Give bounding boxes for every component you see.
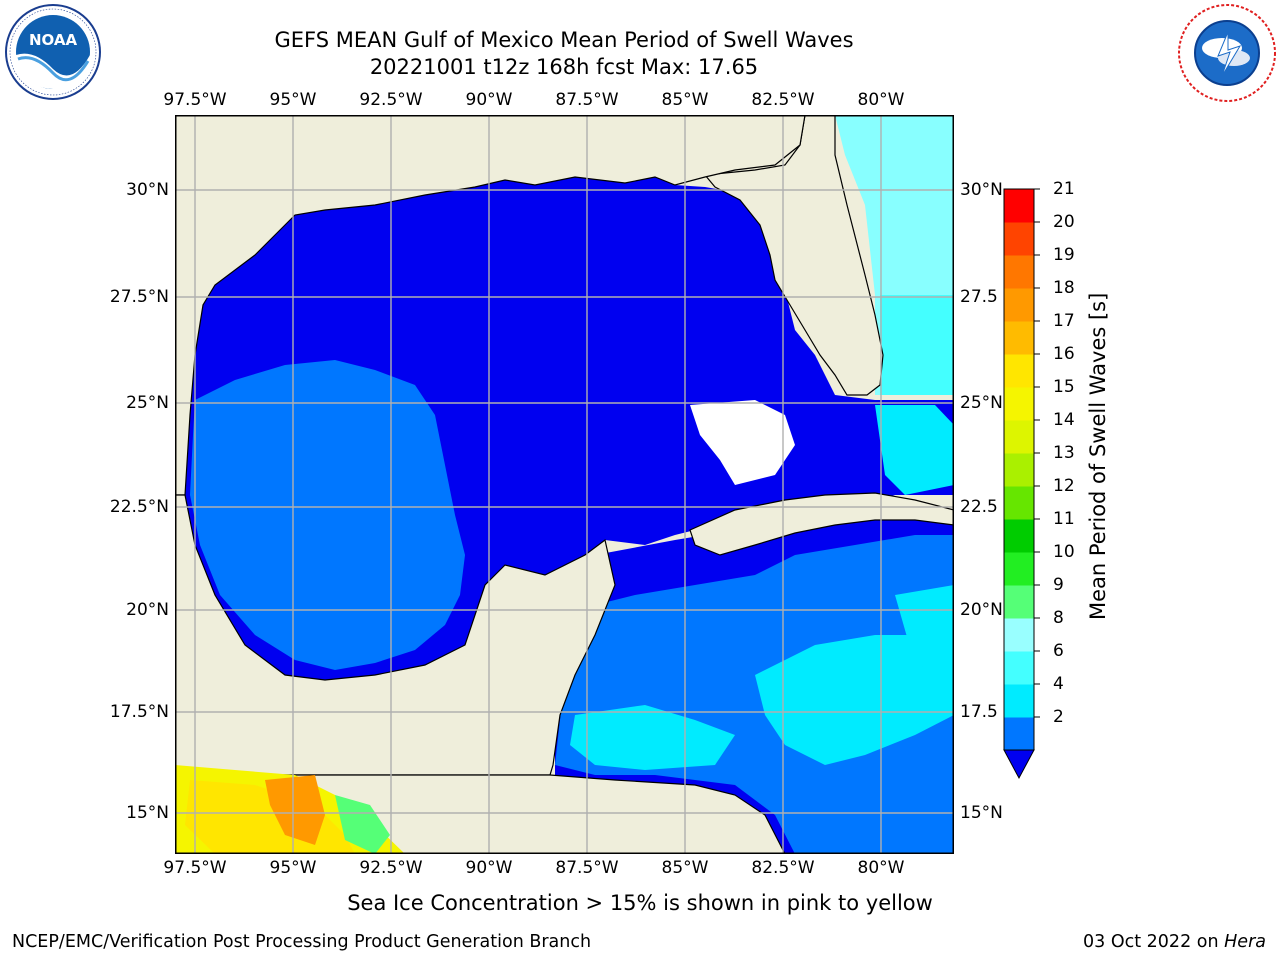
map-frame [175, 115, 954, 854]
lon-label-top: 87.5°W [555, 90, 619, 110]
colorbar-tick-label: 20 [1053, 212, 1075, 232]
colorbar-tick-label: 15 [1053, 377, 1075, 397]
noaa-logo: NOAA [5, 4, 101, 100]
colorbar-tick-label: 6 [1053, 641, 1064, 661]
colorbar-segment [1004, 684, 1034, 718]
svg-text:NOAA: NOAA [29, 31, 78, 49]
colorbar-segment [1004, 387, 1034, 421]
colorbar-segment [1004, 420, 1034, 454]
colorbar-segment [1004, 651, 1034, 685]
lon-label-top: 85°W [661, 90, 709, 110]
colorbar-frame [1003, 188, 1035, 751]
colorbar-segment [1004, 585, 1034, 619]
footer-date-text: 03 Oct 2022 on [1083, 932, 1225, 952]
lon-label-bottom: 97.5°W [163, 858, 227, 878]
lat-label-left: 20°N [126, 600, 169, 620]
colorbar-segment [1004, 618, 1034, 652]
lon-label-top: 95°W [269, 90, 317, 110]
lat-label-right: 30°N [960, 180, 1003, 200]
colorbar-tick-label: 21 [1053, 179, 1075, 199]
colorbar-segment [1004, 354, 1034, 388]
colorbar-extension [1003, 749, 1035, 780]
mexico-land [175, 494, 616, 776]
lat-label-right: 22.5 [960, 497, 998, 517]
colorbar-segment [1004, 717, 1034, 751]
colorbar-tick-label: 19 [1053, 245, 1075, 265]
colorbar-segment [1004, 321, 1034, 355]
lat-label-right: 27.5 [960, 287, 998, 307]
colorbar-segment [1004, 189, 1034, 223]
map-title: GEFS MEAN Gulf of Mexico Mean Period of … [274, 28, 854, 52]
colorbar-tick-label: 10 [1053, 542, 1075, 562]
colorbar-segment [1004, 288, 1034, 322]
gulf-of-mexico-map [175, 115, 954, 854]
colorbar-label: Mean Period of Swell Waves [s] [1086, 292, 1110, 620]
lat-label-left: 17.5°N [109, 702, 169, 722]
colorbar-tick-label: 13 [1053, 443, 1075, 463]
colorbar-tick-label: 8 [1053, 608, 1064, 628]
colorbar-tick-label: 11 [1053, 509, 1075, 529]
lon-label-top: 80°W [857, 90, 905, 110]
colorbar-segment [1004, 453, 1034, 487]
lat-label-left: 27.5°N [109, 287, 169, 307]
colorbar-tick-label: 17 [1053, 311, 1075, 331]
western-gulf-swell [190, 360, 465, 670]
lat-label-right: 15°N [960, 803, 1003, 823]
sea-ice-note: Sea Ice Concentration > 15% is shown in … [347, 891, 933, 915]
lon-label-bottom: 92.5°W [359, 858, 423, 878]
lat-label-left: 22.5°N [109, 497, 169, 517]
lon-label-top: 97.5°W [163, 90, 227, 110]
footer-credit: NCEP/EMC/Verification Post Processing Pr… [12, 932, 592, 952]
lon-label-top: 82.5°W [751, 90, 815, 110]
nws-logo [1178, 4, 1276, 102]
lon-label-bottom: 95°W [269, 858, 317, 878]
colorbar-tick-label: 14 [1053, 410, 1075, 430]
colorbar-tick-label: 18 [1053, 278, 1075, 298]
lat-label-right: 17.5 [960, 702, 998, 722]
lon-label-top: 90°W [465, 90, 513, 110]
cuba-land [689, 492, 954, 556]
lon-label-top: 92.5°W [359, 90, 423, 110]
colorbar-tick-label: 4 [1053, 674, 1064, 694]
lon-label-bottom: 90°W [465, 858, 513, 878]
colorbar-tick-label: 12 [1053, 476, 1075, 496]
colorbar-segment [1004, 222, 1034, 256]
lat-label-left: 25°N [126, 393, 169, 413]
footer-host: Hera [1224, 932, 1266, 952]
colorbar [1003, 188, 1040, 780]
colorbar-segment [1004, 552, 1034, 586]
map-subtitle: 20221001 t12z 168h fcst Max: 17.65 [369, 55, 759, 79]
colorbar-segment [1004, 255, 1034, 289]
lon-label-bottom: 82.5°W [751, 858, 815, 878]
lat-label-left: 15°N [126, 803, 169, 823]
caribbean-swell-mid [555, 535, 954, 854]
colorbar-tick-label: 16 [1053, 344, 1075, 364]
map-gridlines [175, 115, 954, 854]
no-data-patch [690, 400, 795, 485]
caribbean-cyan-patch [755, 635, 954, 765]
footer-date: 03 Oct 2022 on Hera [1083, 932, 1266, 952]
colorbar-segment [1004, 486, 1034, 520]
colorbar-segment [1004, 519, 1034, 553]
colorbar-tick-label: 9 [1053, 575, 1064, 595]
lon-label-bottom: 80°W [857, 858, 905, 878]
lat-label-right: 25°N [960, 393, 1003, 413]
lat-label-left: 30°N [126, 180, 169, 200]
lon-label-bottom: 87.5°W [555, 858, 619, 878]
colorbar-tick-label: 2 [1053, 707, 1064, 727]
lat-label-right: 20°N [960, 600, 1003, 620]
lon-label-bottom: 85°W [661, 858, 709, 878]
